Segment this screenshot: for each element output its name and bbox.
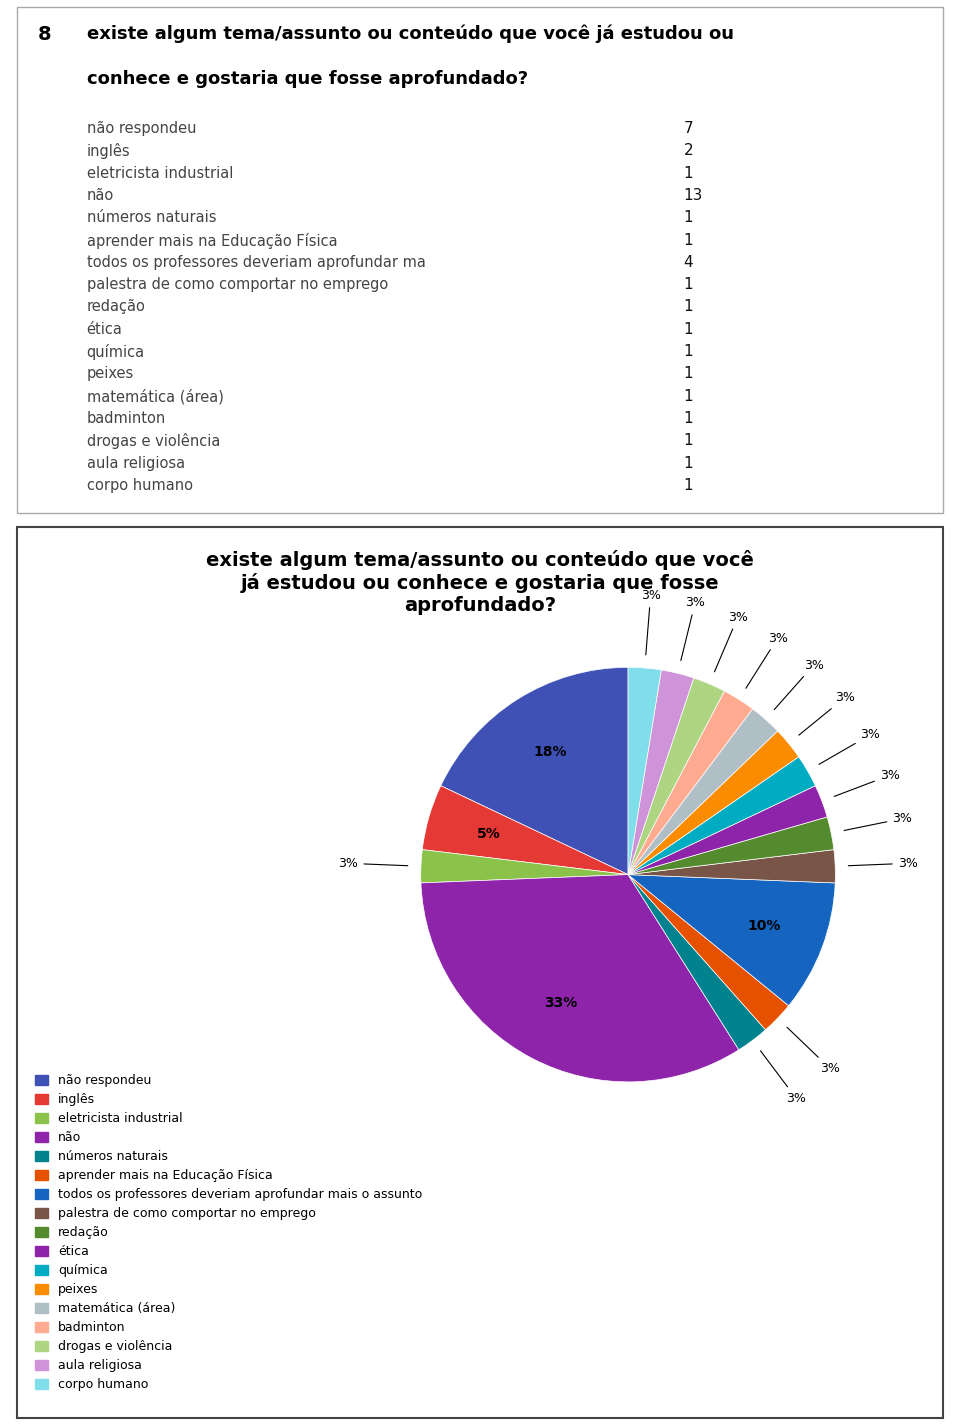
Text: 3%: 3% (844, 812, 912, 831)
Text: conhece e gostaria que fosse aprofundado?: conhece e gostaria que fosse aprofundado… (86, 70, 528, 88)
Text: 1: 1 (684, 433, 693, 449)
Text: 1: 1 (684, 165, 693, 181)
Text: 7: 7 (684, 121, 693, 135)
Text: 1: 1 (684, 278, 693, 292)
Text: 3%: 3% (339, 856, 408, 869)
Text: 1: 1 (684, 477, 693, 493)
Wedge shape (441, 667, 628, 875)
Text: 3%: 3% (681, 597, 705, 661)
Text: números naturais: números naturais (86, 211, 216, 225)
Wedge shape (628, 875, 765, 1050)
Text: 1: 1 (684, 366, 693, 382)
Text: 1: 1 (684, 211, 693, 225)
Text: 1: 1 (684, 389, 693, 403)
Text: 3%: 3% (787, 1027, 840, 1074)
Text: 1: 1 (684, 322, 693, 336)
Wedge shape (628, 875, 789, 1030)
Wedge shape (628, 849, 835, 884)
Wedge shape (628, 875, 835, 1006)
Text: 5%: 5% (477, 828, 500, 841)
Text: 1: 1 (684, 232, 693, 248)
Text: todos os professores deveriam aprofundar ma: todos os professores deveriam aprofundar… (86, 255, 425, 269)
Wedge shape (422, 785, 628, 875)
Text: 3%: 3% (834, 770, 900, 797)
Text: palestra de como comportar no emprego: palestra de como comportar no emprego (86, 278, 388, 292)
Text: redação: redação (86, 299, 146, 315)
Text: eletricista industrial: eletricista industrial (86, 165, 233, 181)
Wedge shape (628, 785, 828, 875)
Text: 3%: 3% (746, 631, 787, 688)
Wedge shape (628, 731, 799, 875)
Wedge shape (628, 757, 815, 875)
Text: 2: 2 (684, 144, 693, 158)
Wedge shape (628, 667, 661, 875)
Text: 1: 1 (684, 299, 693, 315)
Text: química: química (86, 343, 145, 361)
Legend: não respondeu, inglês, eletricista industrial, não, números naturais, aprender m: não respondeu, inglês, eletricista indus… (33, 1072, 424, 1394)
Text: 1: 1 (684, 343, 693, 359)
Wedge shape (628, 678, 725, 875)
Text: matemática (área): matemática (área) (86, 389, 224, 405)
Text: ética: ética (86, 322, 123, 336)
Text: aprender mais na Educação Física: aprender mais na Educação Física (86, 232, 337, 248)
Text: 3%: 3% (849, 856, 918, 869)
Text: não: não (86, 188, 114, 202)
Text: inglês: inglês (86, 144, 131, 160)
Text: 13: 13 (684, 188, 703, 202)
Text: 4: 4 (684, 255, 693, 269)
Text: 18%: 18% (534, 745, 567, 760)
Text: 1: 1 (684, 456, 693, 470)
Text: drogas e violência: drogas e violência (86, 433, 220, 449)
Text: 33%: 33% (544, 996, 577, 1010)
Text: 1: 1 (684, 410, 693, 426)
Wedge shape (628, 708, 778, 875)
Text: 8: 8 (37, 24, 51, 44)
Wedge shape (628, 670, 694, 875)
Text: existe algum tema/assunto ou conteúdo que você
já estudou ou conhece e gostaria : existe algum tema/assunto ou conteúdo qu… (206, 550, 754, 614)
Text: 3%: 3% (775, 658, 824, 710)
Text: 3%: 3% (799, 691, 854, 735)
Text: 3%: 3% (714, 611, 748, 671)
Text: 3%: 3% (640, 589, 660, 656)
Wedge shape (420, 875, 739, 1082)
Wedge shape (420, 849, 628, 884)
Text: aula religiosa: aula religiosa (86, 456, 185, 470)
Text: existe algum tema/assunto ou conteúdo que você já estudou ou: existe algum tema/assunto ou conteúdo qu… (86, 24, 733, 43)
Text: corpo humano: corpo humano (86, 477, 193, 493)
Text: 3%: 3% (760, 1050, 806, 1104)
Text: badminton: badminton (86, 410, 166, 426)
Text: 10%: 10% (747, 919, 780, 933)
Wedge shape (628, 691, 753, 875)
Wedge shape (628, 817, 834, 875)
Text: peixes: peixes (86, 366, 134, 382)
Text: 3%: 3% (819, 728, 880, 764)
Text: não respondeu: não respondeu (86, 121, 196, 135)
